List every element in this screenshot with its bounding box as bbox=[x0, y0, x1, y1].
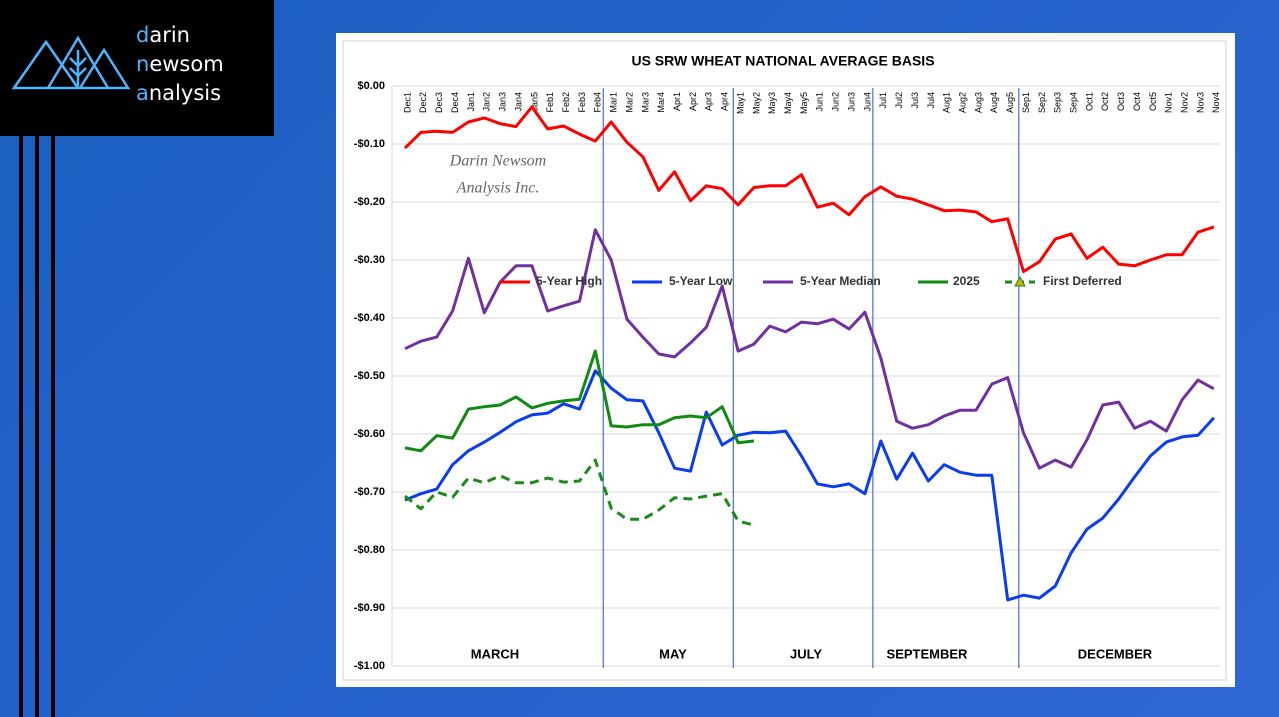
x-tick-label: Oct3 bbox=[1116, 92, 1126, 111]
period-label: MAY bbox=[659, 646, 687, 661]
x-tick-label: Mar4 bbox=[656, 92, 666, 113]
x-tick-label: Dec3 bbox=[434, 92, 444, 113]
x-tick-label: Oct4 bbox=[1132, 92, 1142, 111]
y-tick-label: -$0.60 bbox=[354, 428, 385, 440]
x-tick-label: Jul1 bbox=[878, 92, 888, 109]
x-tick-label: Sep3 bbox=[1053, 92, 1063, 113]
series-line bbox=[404, 349, 755, 453]
period-label: SEPTEMBER bbox=[887, 646, 969, 661]
x-tick-label: Apr3 bbox=[704, 92, 714, 111]
x-tick-label: Nov3 bbox=[1195, 92, 1205, 113]
y-tick-label: -$0.20 bbox=[354, 196, 385, 208]
y-tick-label: -$1.00 bbox=[354, 660, 385, 672]
x-tick-label: Jan4 bbox=[513, 92, 523, 112]
y-tick-label: -$0.70 bbox=[354, 486, 385, 498]
x-tick-label: May3 bbox=[767, 92, 777, 114]
x-tick-label: Aug2 bbox=[957, 92, 967, 113]
x-tick-label: May5 bbox=[799, 92, 809, 114]
legend-label: 5-Year Low bbox=[669, 274, 733, 288]
logo-word: newsom bbox=[136, 52, 224, 76]
x-tick-label: Feb1 bbox=[545, 92, 555, 113]
legend-marker bbox=[1014, 275, 1026, 287]
logo-word: analysis bbox=[136, 81, 222, 105]
x-tick-label: Jul4 bbox=[926, 92, 936, 109]
y-tick-label: $0.00 bbox=[357, 80, 385, 92]
plot-border bbox=[342, 40, 1227, 681]
x-tick-label: Oct5 bbox=[1148, 92, 1158, 111]
x-tick-label: Jan1 bbox=[466, 92, 476, 112]
x-tick-label: Dec1 bbox=[402, 92, 412, 113]
decor-bar bbox=[35, 136, 39, 717]
x-tick-label: Jul3 bbox=[910, 92, 920, 109]
x-tick-label: Jul2 bbox=[894, 92, 904, 109]
x-tick-label: Apr1 bbox=[672, 92, 682, 111]
x-tick-label: Jun2 bbox=[831, 92, 841, 112]
y-tick-label: -$0.10 bbox=[354, 138, 385, 150]
x-tick-label: Feb3 bbox=[577, 92, 587, 113]
x-tick-label: Jun1 bbox=[815, 92, 825, 112]
chart-panel bbox=[336, 33, 1235, 687]
x-tick-label: Dec4 bbox=[450, 92, 460, 113]
x-tick-label: May2 bbox=[751, 92, 761, 114]
legend-label: 5-Year High bbox=[536, 274, 602, 288]
x-tick-label: Aug5 bbox=[1005, 92, 1015, 113]
x-tick-label: Aug4 bbox=[989, 92, 999, 113]
period-label: DECEMBER bbox=[1078, 646, 1153, 661]
series-line bbox=[404, 458, 755, 527]
x-tick-label: Oct1 bbox=[1084, 92, 1094, 111]
x-tick-label: Mar2 bbox=[624, 92, 634, 113]
x-tick-label: Jun4 bbox=[862, 92, 872, 112]
period-label: MARCH bbox=[471, 646, 519, 661]
x-tick-label: Sep4 bbox=[1068, 92, 1078, 113]
series-line bbox=[403, 105, 1215, 274]
x-tick-label: Mar1 bbox=[609, 92, 619, 113]
logo-mark bbox=[11, 35, 131, 90]
x-tick-label: Jan2 bbox=[482, 92, 492, 112]
series-line bbox=[404, 369, 1216, 602]
x-tick-label: Mar3 bbox=[640, 92, 650, 113]
watermark: Analysis Inc. bbox=[456, 180, 540, 197]
logo: darin newsom analysis bbox=[0, 0, 274, 136]
x-tick-label: Aug1 bbox=[942, 92, 952, 113]
y-tick-label: -$0.30 bbox=[354, 254, 385, 266]
y-tick-label: -$0.40 bbox=[354, 312, 385, 324]
series-line bbox=[404, 228, 1215, 470]
x-tick-label: Nov4 bbox=[1211, 92, 1221, 113]
legend-label: First Deferred bbox=[1043, 274, 1122, 288]
period-label: JULY bbox=[790, 646, 822, 661]
x-tick-label: Nov2 bbox=[1180, 92, 1190, 113]
legend-label: 2025 bbox=[953, 274, 980, 288]
x-tick-label: May4 bbox=[783, 92, 793, 114]
x-tick-label: May1 bbox=[735, 92, 745, 114]
y-tick-label: -$0.90 bbox=[354, 602, 385, 614]
decor-bar bbox=[19, 136, 23, 717]
y-tick-label: -$0.50 bbox=[354, 370, 385, 382]
x-tick-label: Dec2 bbox=[418, 92, 428, 113]
legend-label: 5-Year Median bbox=[800, 274, 881, 288]
x-tick-label: Feb2 bbox=[561, 92, 571, 113]
chart-title: US SRW WHEAT NATIONAL AVERAGE BASIS bbox=[631, 53, 934, 69]
x-tick-label: Jan3 bbox=[498, 92, 508, 112]
x-tick-label: Jun3 bbox=[846, 92, 856, 112]
y-tick-label: -$0.80 bbox=[354, 544, 385, 556]
x-tick-label: Feb4 bbox=[593, 92, 603, 113]
logo-word: darin bbox=[136, 23, 190, 47]
x-tick-label: Apr4 bbox=[720, 92, 730, 111]
x-tick-label: Jan5 bbox=[529, 92, 539, 112]
watermark: Darin Newsom bbox=[449, 153, 546, 170]
x-tick-label: Sep1 bbox=[1021, 92, 1031, 113]
decor-bar bbox=[51, 136, 55, 717]
x-tick-label: Nov1 bbox=[1164, 92, 1174, 113]
x-tick-label: Apr2 bbox=[688, 92, 698, 111]
x-tick-label: Sep2 bbox=[1037, 92, 1047, 113]
x-tick-label: Oct2 bbox=[1100, 92, 1110, 111]
x-tick-label: Aug3 bbox=[973, 92, 983, 113]
